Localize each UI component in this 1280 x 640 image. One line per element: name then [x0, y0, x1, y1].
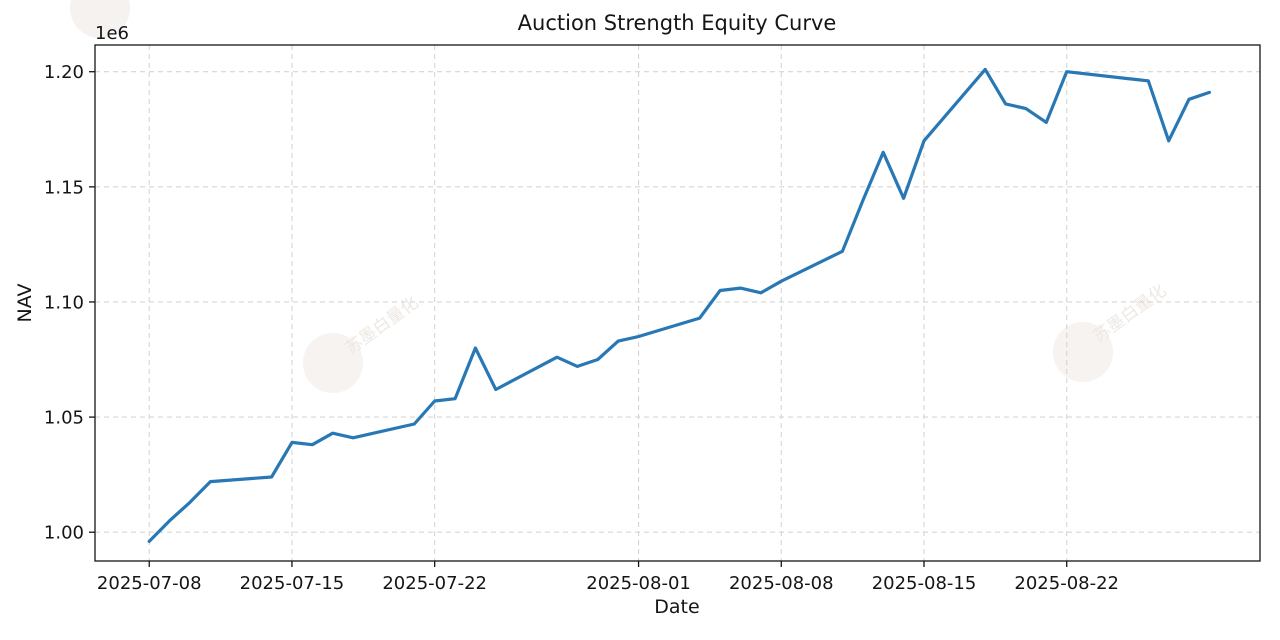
x-tick-label: 2025-07-22 — [382, 573, 487, 594]
axes-spines — [94, 44, 1261, 562]
x-tick-label: 2025-08-22 — [1014, 573, 1119, 594]
watermark-logo — [70, 0, 130, 38]
nav-line — [147, 67, 1212, 544]
y-tick-label: 1.10 — [44, 292, 84, 313]
watermark-text: 苏墨白量化 — [342, 293, 423, 359]
x-tick-label: 2025-07-15 — [240, 573, 345, 594]
y-axis-label: NAV — [14, 284, 36, 323]
y-tick-label: 1.05 — [44, 408, 84, 429]
y-tick-label: 1.00 — [44, 523, 84, 544]
watermark-logo — [1053, 322, 1113, 382]
watermark-text: 苏墨白量化 — [1090, 281, 1171, 347]
y-axis-offset-label: 1e6 — [95, 23, 129, 44]
x-tick-label: 2025-07-08 — [97, 573, 202, 594]
x-tick-label: 2025-08-15 — [872, 573, 977, 594]
watermark-logo — [303, 333, 363, 393]
y-tick-label: 1.20 — [44, 62, 84, 83]
x-tick-label: 2025-08-01 — [586, 573, 691, 594]
chart-title: Auction Strength Equity Curve — [518, 11, 837, 35]
y-tick-label: 1.15 — [44, 177, 84, 198]
watermark-layer: 苏墨白量化 苏墨白量化 — [70, 0, 1170, 393]
x-tick-label: 2025-08-08 — [729, 573, 834, 594]
x-axis-label: Date — [654, 596, 699, 618]
